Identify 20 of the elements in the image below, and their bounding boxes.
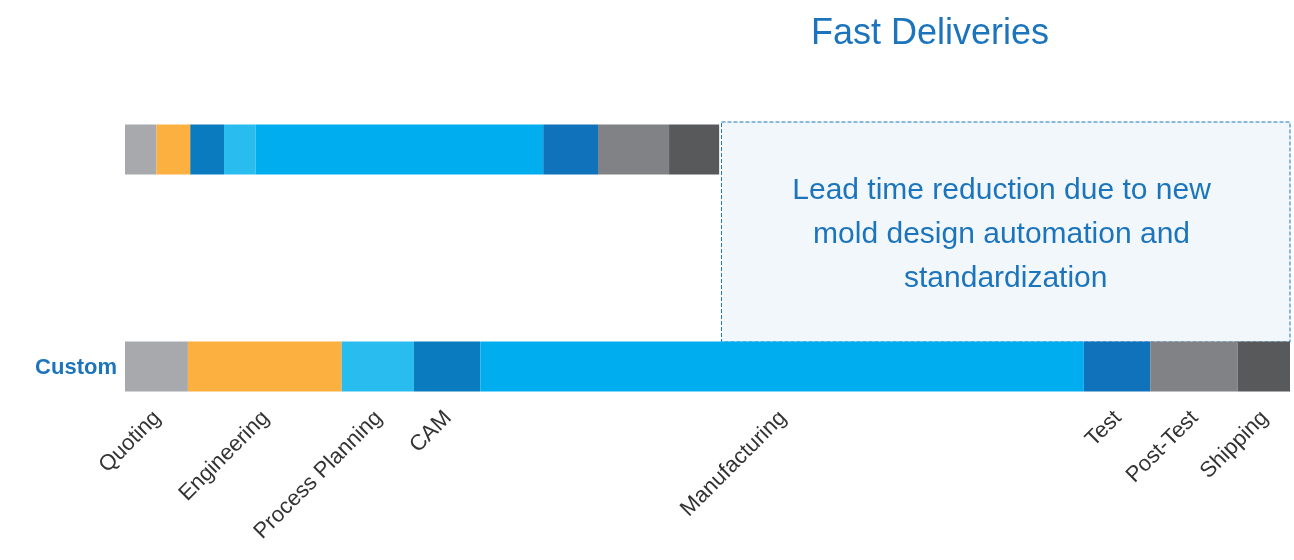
bar [1237,341,1290,392]
bar [1083,341,1151,392]
bar [669,124,720,175]
bar [543,124,598,175]
bar [190,124,225,175]
bar [480,341,1084,392]
text: Test [1079,404,1126,451]
bar [413,341,481,392]
bar [224,124,256,175]
bar [597,124,670,175]
band-label: Lead time reduction due to new mold design automation and standardization [792,171,1220,293]
bar [1150,341,1238,392]
bar [255,124,544,175]
bar [125,124,157,175]
chart-title: Fast Deliveries [810,10,1050,52]
bar [187,341,342,392]
bar [125,341,188,392]
bar [341,341,414,392]
bar [156,124,191,175]
y-tick-label: Custom [35,354,117,379]
